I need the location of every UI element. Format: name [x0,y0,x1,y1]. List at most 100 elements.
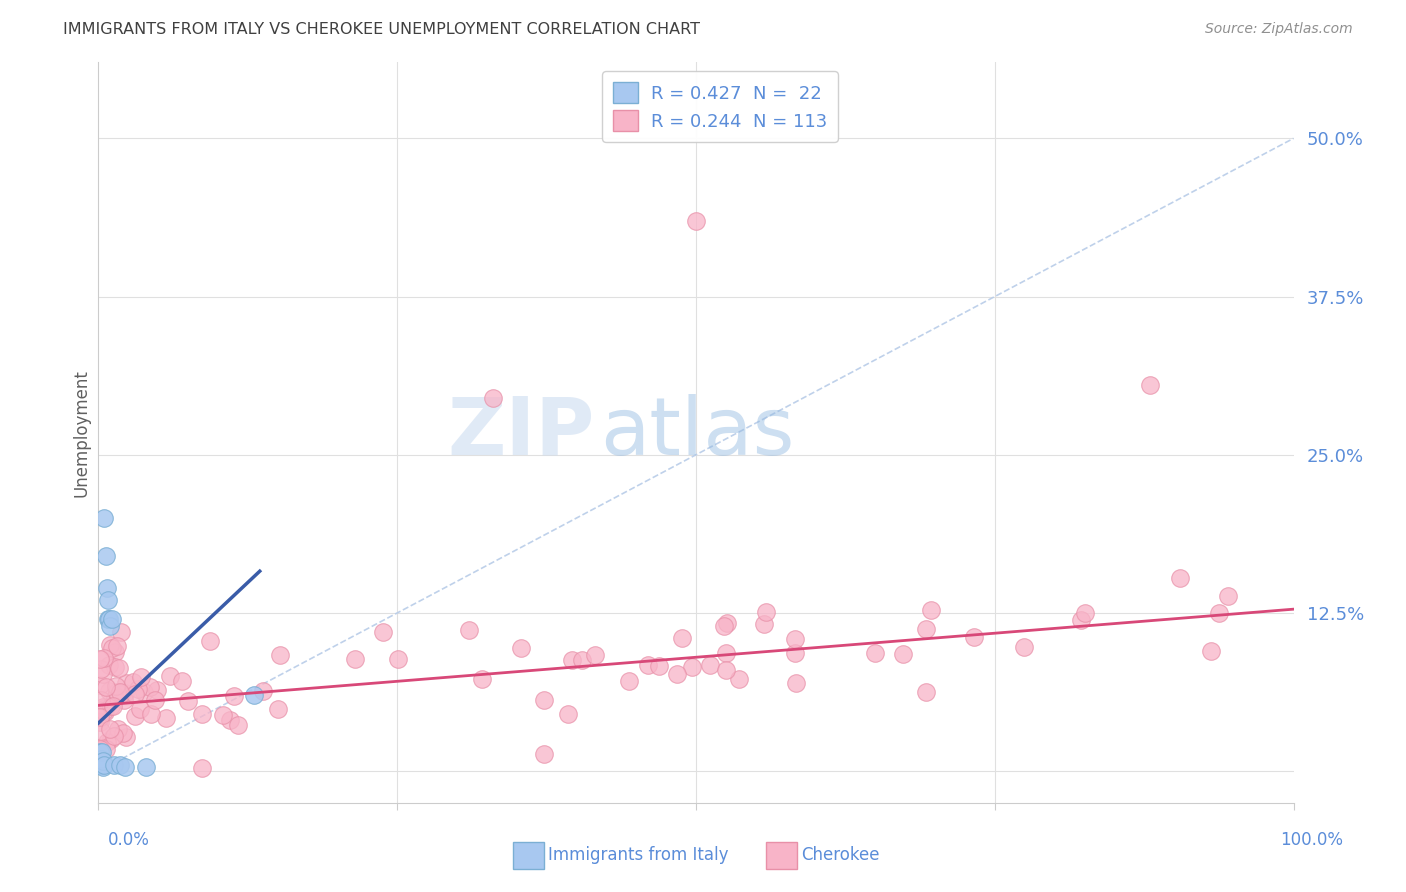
Legend: R = 0.427  N =  22, R = 0.244  N = 113: R = 0.427 N = 22, R = 0.244 N = 113 [602,71,838,142]
Point [685,213,707,227]
Point [1139,378,1161,392]
Text: Immigrants from Italy: Immigrants from Italy [548,847,728,864]
Point [198,633,221,648]
Point [91,760,114,774]
Point [108,757,131,772]
Point [104,690,127,705]
Point [891,648,914,662]
Point [915,685,938,699]
Y-axis label: Unemployment: Unemployment [72,368,90,497]
Point [105,639,128,653]
Point [96,735,118,749]
Point [97,612,120,626]
Point [98,618,122,632]
Point [93,511,115,525]
Point [101,698,124,713]
Point [785,676,807,690]
Point [94,549,117,563]
Point [90,757,112,772]
Point [89,741,111,756]
Text: 0.0%: 0.0% [108,831,150,849]
Point [344,651,367,665]
Point [671,632,693,646]
Point [373,624,395,639]
Point [1208,606,1230,620]
Point [93,704,115,718]
Point [170,673,193,688]
Point [471,672,494,686]
Point [1218,589,1240,603]
Point [963,630,986,644]
Point [103,729,125,743]
Point [138,681,160,695]
Point [561,653,583,667]
Point [96,680,118,694]
Text: IMMIGRANTS FROM ITALY VS CHEROKEE UNEMPLOYMENT CORRELATION CHART: IMMIGRANTS FROM ITALY VS CHEROKEE UNEMPL… [63,22,700,37]
Point [155,710,177,724]
Point [100,612,122,626]
Point [865,646,887,660]
Point [100,731,122,746]
Point [104,660,127,674]
Point [1074,606,1097,620]
Point [94,701,117,715]
Point [115,675,138,690]
Text: 100.0%: 100.0% [1279,831,1343,849]
Text: atlas: atlas [600,393,794,472]
Point [754,617,776,632]
Point [114,760,136,774]
Point [755,605,778,619]
Point [252,684,274,698]
Point [89,723,111,738]
Point [108,685,131,699]
Point [114,686,136,700]
Point [89,745,111,759]
Point [98,612,121,626]
Point [98,639,121,653]
Point [129,670,152,684]
Point [103,757,125,772]
Point [533,747,555,761]
Point [112,726,135,740]
Point [124,709,146,723]
Point [96,581,118,595]
Point [1168,571,1191,585]
Point [127,681,149,696]
Point [665,667,688,681]
Point [681,660,703,674]
Point [97,593,120,607]
Point [583,648,606,662]
Point [219,713,242,727]
Point [728,672,751,686]
Point [91,757,114,772]
Point [716,615,738,630]
Point [267,702,290,716]
Point [89,652,111,666]
Point [481,391,505,405]
Point [571,653,593,667]
Point [785,646,807,660]
Point [91,699,114,714]
Text: Source: ZipAtlas.com: Source: ZipAtlas.com [1205,22,1353,37]
Point [714,646,737,660]
Point [190,707,212,722]
Point [122,674,145,689]
Point [91,754,114,768]
Point [105,679,128,693]
Point [90,693,112,707]
Point [783,632,806,646]
Point [91,666,114,681]
Point [108,661,131,675]
Point [110,687,132,701]
Point [637,658,659,673]
Point [177,694,200,708]
Point [89,678,111,692]
Point [699,658,721,673]
Point [915,622,938,636]
Point [1012,640,1035,655]
Point [716,663,738,677]
Point [98,723,121,737]
Point [920,603,942,617]
Point [107,722,129,736]
Point [96,742,118,756]
